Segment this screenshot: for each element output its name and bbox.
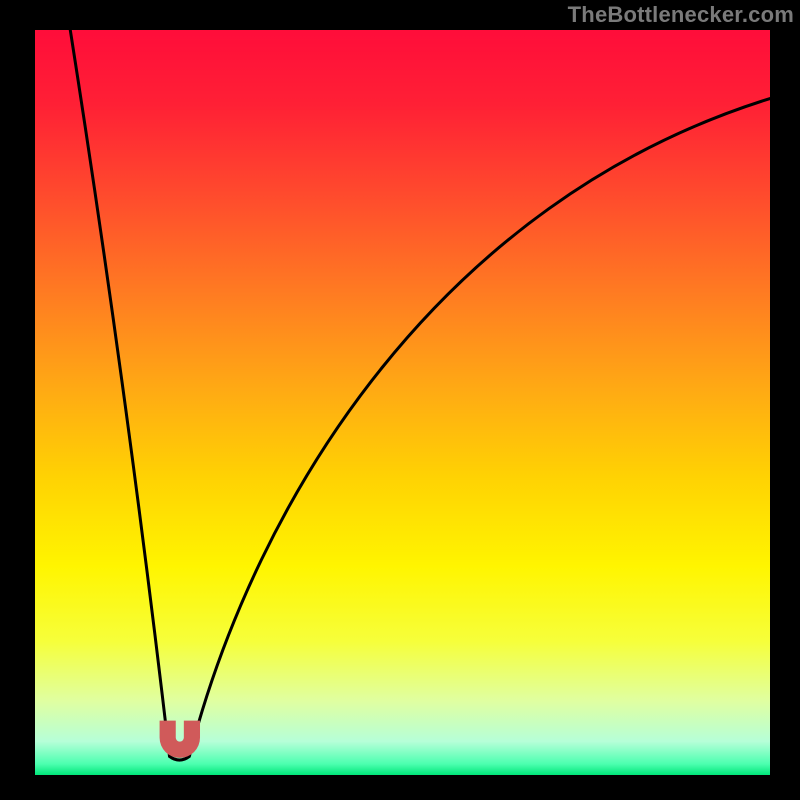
plot-area (35, 30, 770, 775)
watermark-text: TheBottlenecker.com (568, 2, 794, 28)
chart-container: TheBottlenecker.com (0, 0, 800, 800)
